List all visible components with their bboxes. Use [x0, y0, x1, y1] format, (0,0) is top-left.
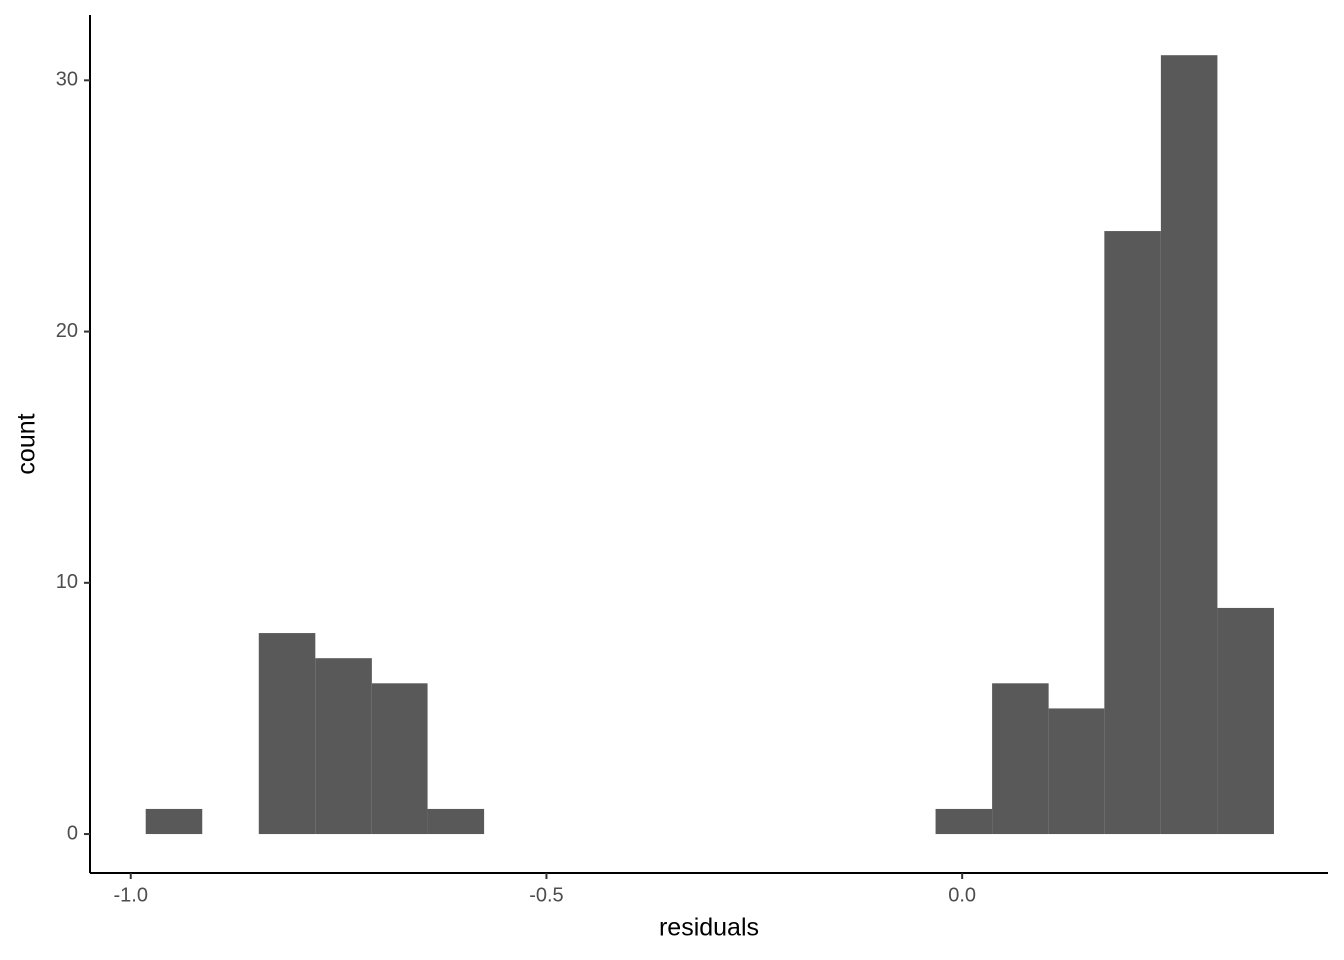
bar	[145, 808, 203, 835]
y-tick-label: 30	[56, 69, 78, 91]
bar	[315, 658, 372, 835]
bar	[258, 633, 316, 835]
x-tick-label: -1.0	[114, 884, 148, 906]
bar	[427, 808, 485, 835]
x-axis-title: residuals	[659, 914, 759, 942]
y-tick-label: 10	[56, 571, 78, 593]
bar	[371, 683, 428, 835]
bar	[1048, 708, 1105, 835]
bar	[1104, 231, 1161, 835]
x-tick-label: 0.0	[948, 884, 976, 906]
bar	[1217, 607, 1274, 835]
bar	[992, 683, 1049, 835]
bar	[935, 808, 993, 835]
x-tick-label: -0.5	[529, 884, 563, 906]
y-tick-label: 20	[56, 320, 78, 342]
bar	[1160, 55, 1218, 835]
y-tick-label: 0	[67, 822, 78, 844]
y-axis-title: count	[13, 413, 41, 474]
